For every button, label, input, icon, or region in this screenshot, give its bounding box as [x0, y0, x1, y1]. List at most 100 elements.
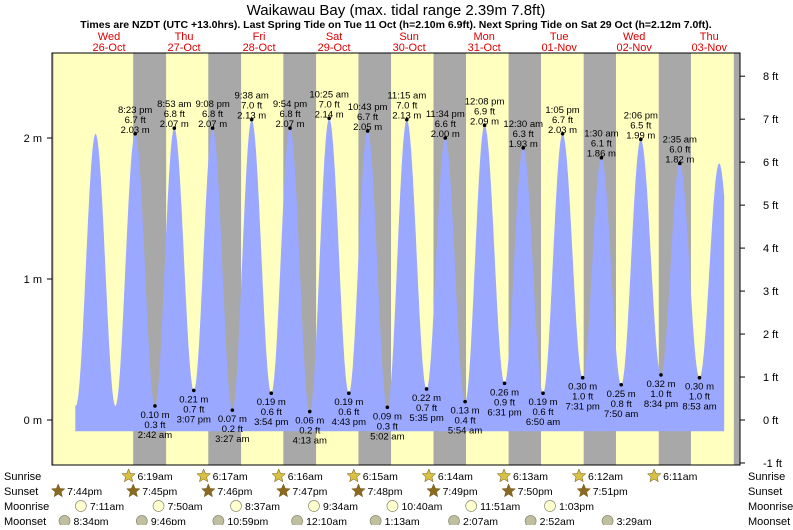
tide-height-ft: 0.4 ft: [455, 416, 476, 427]
tide-time: 12:08 pm: [465, 96, 505, 107]
low-tide-label: 0.07 m0.2 ft3:27 am: [215, 408, 250, 445]
sunrise-entry: 6:13am: [496, 468, 548, 483]
tide-point: [210, 126, 215, 130]
right-axis-tick-label: 4 ft: [763, 243, 778, 255]
tide-time: 3:07 pm: [177, 414, 211, 425]
tide-height-m: 2.13 m: [237, 111, 266, 122]
tide-height-ft: 0.6 ft: [261, 407, 282, 418]
tide-time: 10:43 pm: [348, 102, 388, 113]
sunrise-entry: 6:15am: [346, 468, 398, 483]
moonrise-entry: 1:03pm: [544, 500, 594, 513]
tide-height-ft: 0.9 ft: [494, 397, 515, 408]
tide-time: 9:54 pm: [273, 99, 307, 110]
tide-point: [619, 382, 623, 387]
low-tide-label: 0.30 m1.0 ft7:31 pm: [566, 375, 600, 413]
tide-area: [75, 118, 725, 432]
tide-point: [269, 391, 274, 396]
tide-height-m: 0.32 m: [646, 379, 675, 390]
moonset-time: 3:29am: [617, 516, 652, 525]
tide-height-m: 0.21 m: [179, 394, 208, 405]
tide-time: 2:06 pm: [624, 110, 658, 121]
moonrise-time: 7:11am: [90, 501, 124, 513]
tide-height-ft: 7.0 ft: [241, 101, 262, 112]
sunset-icon: [125, 483, 141, 498]
tide-height-m: 0.30 m: [568, 382, 597, 393]
sunrise-icon: [421, 468, 437, 483]
moonrise-row: Moonrise Moonrise 7:11am 7:50am 8:37am 9:34am…: [4, 500, 793, 513]
tide-point: [191, 388, 196, 393]
tide-height-m: 2.14 m: [315, 109, 344, 120]
moonrise-icon: [544, 500, 556, 512]
tide-time: 8:34 pm: [644, 399, 678, 410]
day-label-date: 02-Nov: [616, 42, 652, 54]
sunrise-icon: [196, 468, 211, 483]
moonset-entry: 2:52am: [524, 515, 575, 528]
tide-time: 6:31 pm: [487, 407, 521, 418]
tide-time: 9:38 am: [235, 91, 269, 102]
sunset-icon: [351, 483, 366, 498]
tide-time: 2:42 am: [138, 430, 172, 441]
tide-height-m: 2.07 m: [276, 119, 305, 130]
right-axis-tick-label: 2 ft: [763, 329, 778, 341]
tide-point: [249, 117, 254, 122]
sunrise-icon: [346, 468, 362, 483]
tide-height-ft: 6.1 ft: [591, 139, 612, 150]
sunrise-icon: [496, 468, 512, 483]
low-tide-label: 0.19 m0.6 ft3:54 pm: [254, 391, 289, 428]
tide-height-m: 0.10 m: [140, 410, 169, 421]
axes: 0 m 1 m 2 m -1 ft 0 ft 1 ft 2 ft 3 ft 4 ft 5 ft 6 …: [24, 52, 782, 470]
sunset-row: Sunset Sunset 7:44pm 7:45pm 7:46pm 7:47pm 7:48…: [4, 483, 782, 498]
day-label-weekday: Sun: [399, 31, 419, 43]
moonset-time: 1:13am: [385, 516, 420, 525]
day-label-weekday: Sat: [326, 31, 343, 43]
right-axis-tick-label: 5 ft: [763, 200, 778, 212]
tide-point: [443, 136, 448, 140]
tide-height-ft: 0.7 ft: [183, 404, 204, 415]
moonset-entry: 2:07am: [448, 515, 498, 528]
high-tide-label: 1:30 am6.1 ft1.86 m: [584, 129, 618, 160]
tide-height-m: 0.19 m: [334, 397, 363, 408]
sunset-time: 7:50pm: [518, 486, 553, 498]
tide-point: [133, 131, 137, 136]
moonrise-icon: [386, 500, 399, 512]
tide-series-area: [75, 118, 725, 432]
tide-time: 8:23 pm: [118, 105, 152, 116]
moonset-time: 9:46pm: [151, 516, 186, 525]
tide-time: 7:31 pm: [566, 402, 600, 413]
moonrise-icon: [74, 500, 87, 512]
tide-point: [230, 408, 235, 412]
moonrise-icon: [465, 500, 478, 512]
tide-height-m: 1.86 m: [587, 149, 616, 160]
day-label-date: 03-Nov: [692, 42, 728, 54]
tide-point: [659, 373, 663, 377]
tide-height-m: 2.13 m: [392, 111, 421, 122]
night-band: [733, 53, 740, 465]
tide-height-m: 2.07 m: [160, 119, 189, 130]
low-tide-label: 0.10 m0.3 ft2:42 am: [138, 404, 172, 441]
tide-point: [307, 409, 312, 414]
left-axis-tick-label: 1 m: [24, 274, 42, 286]
sunset-entry: 7:45pm: [125, 483, 178, 498]
low-tide-label: 0.26 m0.9 ft6:31 pm: [487, 381, 522, 418]
tide-height-m: 1.93 m: [509, 139, 538, 150]
tide-height-ft: 0.6 ft: [532, 407, 553, 418]
moonset-time: 8:34pm: [74, 516, 109, 525]
moonrise-entry: 10:40am: [386, 500, 443, 513]
tide-height-m: 0.22 m: [412, 393, 441, 404]
tide-time: 5:54 am: [448, 426, 482, 437]
tide-time: 6:50 am: [526, 417, 560, 428]
right-axis-tick-label: 3 ft: [763, 286, 778, 298]
tide-height-ft: 1.0 ft: [650, 389, 671, 400]
moonset-entry: 9:46pm: [135, 515, 186, 528]
moonset-row: Moonset Moonset 8:34pm 9:46pm 10:59pm 12:10am…: [4, 515, 790, 528]
plot-frame: [51, 52, 741, 466]
low-tide-label: 0.21 m0.7 ft3:07 pm: [177, 388, 211, 425]
sunrise-time: 6:14am: [438, 471, 473, 483]
low-tide-label: 0.09 m0.3 ft5:02 am: [370, 405, 405, 442]
moonrise-time: 10:40am: [401, 501, 442, 513]
tide-height-m: 2.03 m: [121, 125, 150, 136]
